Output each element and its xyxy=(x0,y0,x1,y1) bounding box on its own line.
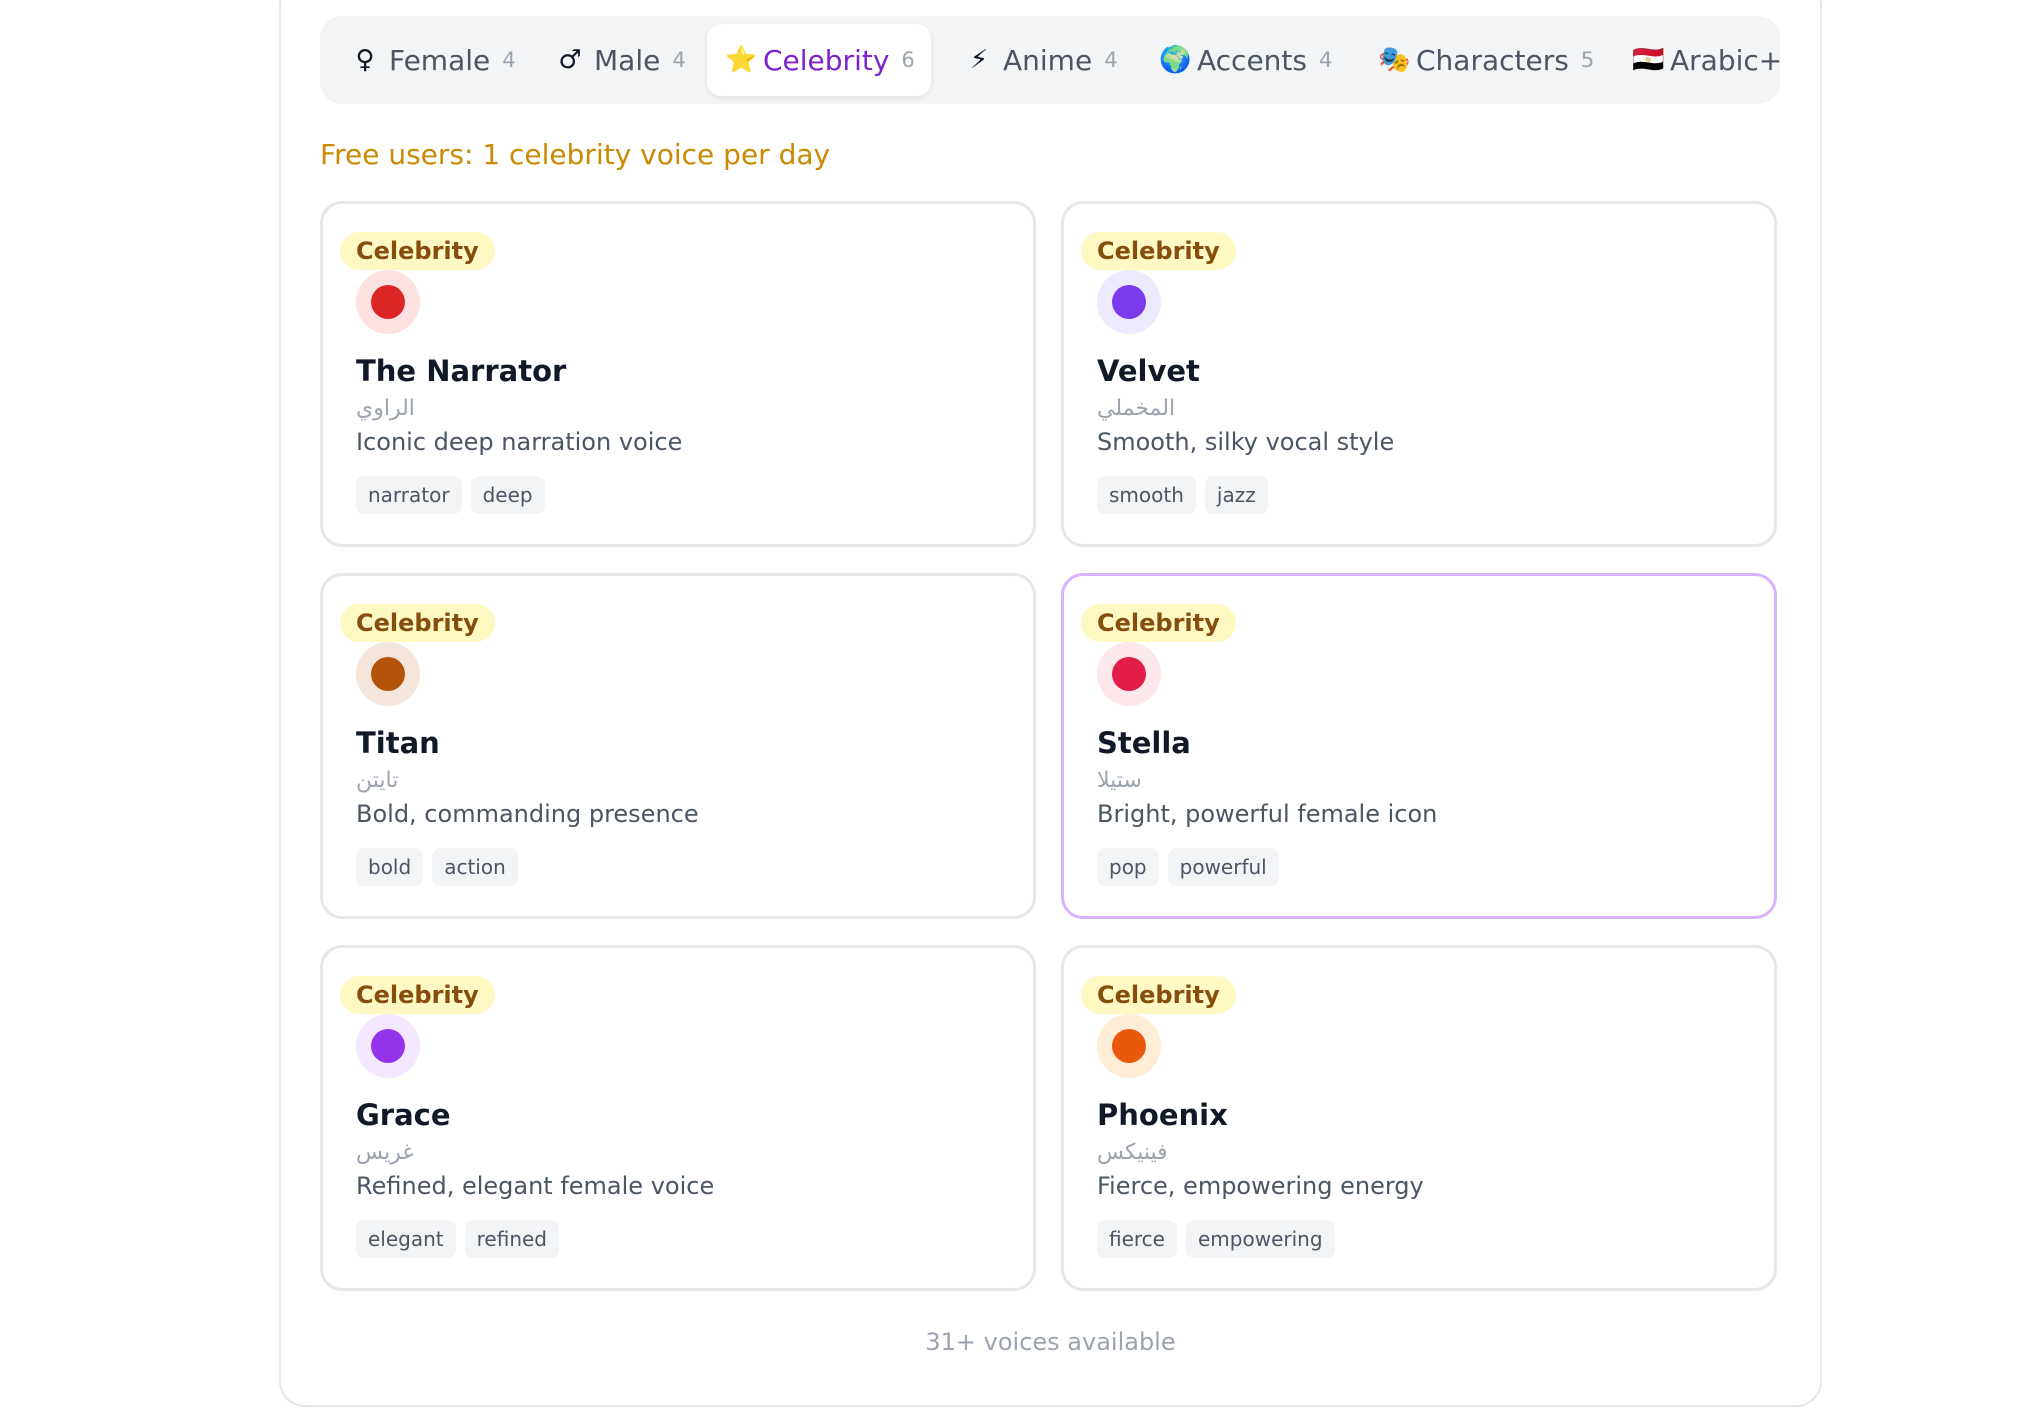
globe-icon: 🌍 xyxy=(1159,45,1192,75)
lightning-icon: ⚡ xyxy=(969,45,989,75)
tab-arabic-plus[interactable]: 🇪🇬 Arabic+ 4 xyxy=(1614,24,1780,96)
tab-count: 6 xyxy=(901,48,915,72)
voice-name: Velvet xyxy=(1097,354,1200,388)
tag: bold xyxy=(356,848,424,886)
tag: fierce xyxy=(1097,1220,1177,1258)
voice-description: Smooth, silky vocal style xyxy=(1097,428,1395,456)
avatar-dot xyxy=(371,657,405,691)
tag: deep xyxy=(470,476,545,514)
female-symbol-icon: ♀ xyxy=(355,45,375,75)
tab-label: Female xyxy=(389,43,491,77)
tag: empowering xyxy=(1186,1220,1335,1258)
free-user-notice: Free users: 1 celebrity voice per day xyxy=(320,138,831,171)
avatar-dot xyxy=(1112,657,1146,691)
egypt-flag-icon: 🇪🇬 xyxy=(1632,45,1665,75)
voice-arabic-name: المخملي xyxy=(1097,396,1176,421)
voice-card-titan[interactable]: Celebrity Titan تايتن Bold, commanding p… xyxy=(320,573,1036,919)
theater-masks-icon: 🎭 xyxy=(1378,45,1411,75)
tab-count: 4 xyxy=(502,48,516,72)
celebrity-badge: Celebrity xyxy=(340,232,495,270)
tab-male[interactable]: ♂ Male 4 xyxy=(538,24,704,96)
tab-accents[interactable]: 🌍 Accents 4 xyxy=(1141,24,1350,96)
voice-tags: narrator deep xyxy=(356,476,545,514)
tab-count: 4 xyxy=(672,48,686,72)
voice-name: Phoenix xyxy=(1097,1098,1228,1132)
tab-characters[interactable]: 🎭 Characters 5 xyxy=(1360,24,1612,96)
avatar-dot xyxy=(371,285,405,319)
voice-name: Stella xyxy=(1097,726,1191,760)
voice-description: Bright, powerful female icon xyxy=(1097,800,1438,828)
category-tabs: ♀ Female 4 ♂ Male 4 ⭐ Celebrity 6 ⚡ Anim… xyxy=(320,16,1780,104)
voice-arabic-name: غريس xyxy=(356,1140,414,1165)
voice-arabic-name: تايتن xyxy=(356,768,399,793)
voice-name: The Narrator xyxy=(356,354,567,388)
tab-label: Celebrity xyxy=(763,43,890,77)
tab-celebrity[interactable]: ⭐ Celebrity 6 xyxy=(707,24,931,96)
tag: smooth xyxy=(1097,476,1196,514)
voice-tags: smooth jazz xyxy=(1097,476,1268,514)
avatar xyxy=(356,1014,420,1078)
avatar xyxy=(1097,270,1161,334)
voice-name: Grace xyxy=(356,1098,451,1132)
avatar-dot xyxy=(1112,1029,1146,1063)
voice-card-velvet[interactable]: Celebrity Velvet المخملي Smooth, silky v… xyxy=(1061,201,1777,547)
tab-count: 4 xyxy=(1319,48,1333,72)
tag: jazz xyxy=(1204,476,1268,514)
voices-available-count: 31+ voices available xyxy=(925,1328,1176,1356)
avatar xyxy=(356,642,420,706)
tab-label: Accents xyxy=(1197,43,1307,77)
star-icon: ⭐ xyxy=(725,45,758,75)
tab-label: Male xyxy=(594,43,661,77)
voice-tags: elegant refined xyxy=(356,1220,560,1258)
tab-anime[interactable]: ⚡ Anime 4 xyxy=(947,24,1136,96)
tab-count: 5 xyxy=(1580,48,1595,72)
voice-card-grace[interactable]: Celebrity Grace غريس Refined, elegant fe… xyxy=(320,945,1036,1291)
avatar-dot xyxy=(371,1029,405,1063)
voice-arabic-name: الراوي xyxy=(356,396,415,421)
celebrity-badge: Celebrity xyxy=(1081,604,1236,642)
celebrity-badge: Celebrity xyxy=(340,976,495,1014)
tag: powerful xyxy=(1167,848,1279,886)
male-symbol-icon: ♂ xyxy=(558,45,582,75)
voice-name: Titan xyxy=(356,726,440,760)
avatar xyxy=(356,270,420,334)
voice-description: Bold, commanding presence xyxy=(356,800,699,828)
tab-label: Arabic+ xyxy=(1670,43,1780,77)
avatar-dot xyxy=(1112,285,1146,319)
celebrity-badge: Celebrity xyxy=(1081,232,1236,270)
celebrity-badge: Celebrity xyxy=(340,604,495,642)
voice-description: Fierce, empowering energy xyxy=(1097,1172,1424,1200)
voice-tags: fierce empowering xyxy=(1097,1220,1335,1258)
voice-description: Refined, elegant female voice xyxy=(356,1172,715,1200)
tag: elegant xyxy=(356,1220,456,1258)
avatar xyxy=(1097,1014,1161,1078)
voice-card-the-narrator[interactable]: Celebrity The Narrator الراوي Iconic dee… xyxy=(320,201,1036,547)
tab-label: Characters xyxy=(1416,43,1569,77)
voice-tags: pop powerful xyxy=(1097,848,1279,886)
tag: action xyxy=(432,848,518,886)
voice-tags: bold action xyxy=(356,848,518,886)
avatar xyxy=(1097,642,1161,706)
voice-card-stella[interactable]: Celebrity Stella ستيلا Bright, powerful … xyxy=(1061,573,1777,919)
tab-female[interactable]: ♀ Female 4 xyxy=(333,24,534,96)
tag: pop xyxy=(1097,848,1159,886)
celebrity-badge: Celebrity xyxy=(1081,976,1236,1014)
tag: refined xyxy=(464,1220,560,1258)
tab-count: 4 xyxy=(1104,48,1118,72)
voice-description: Iconic deep narration voice xyxy=(356,428,683,456)
voice-arabic-name: فينيكس xyxy=(1097,1140,1168,1165)
tab-label: Anime xyxy=(1003,43,1093,77)
tag: narrator xyxy=(356,476,462,514)
voice-arabic-name: ستيلا xyxy=(1097,768,1142,793)
voice-card-phoenix[interactable]: Celebrity Phoenix فينيكس Fierce, empower… xyxy=(1061,945,1777,1291)
